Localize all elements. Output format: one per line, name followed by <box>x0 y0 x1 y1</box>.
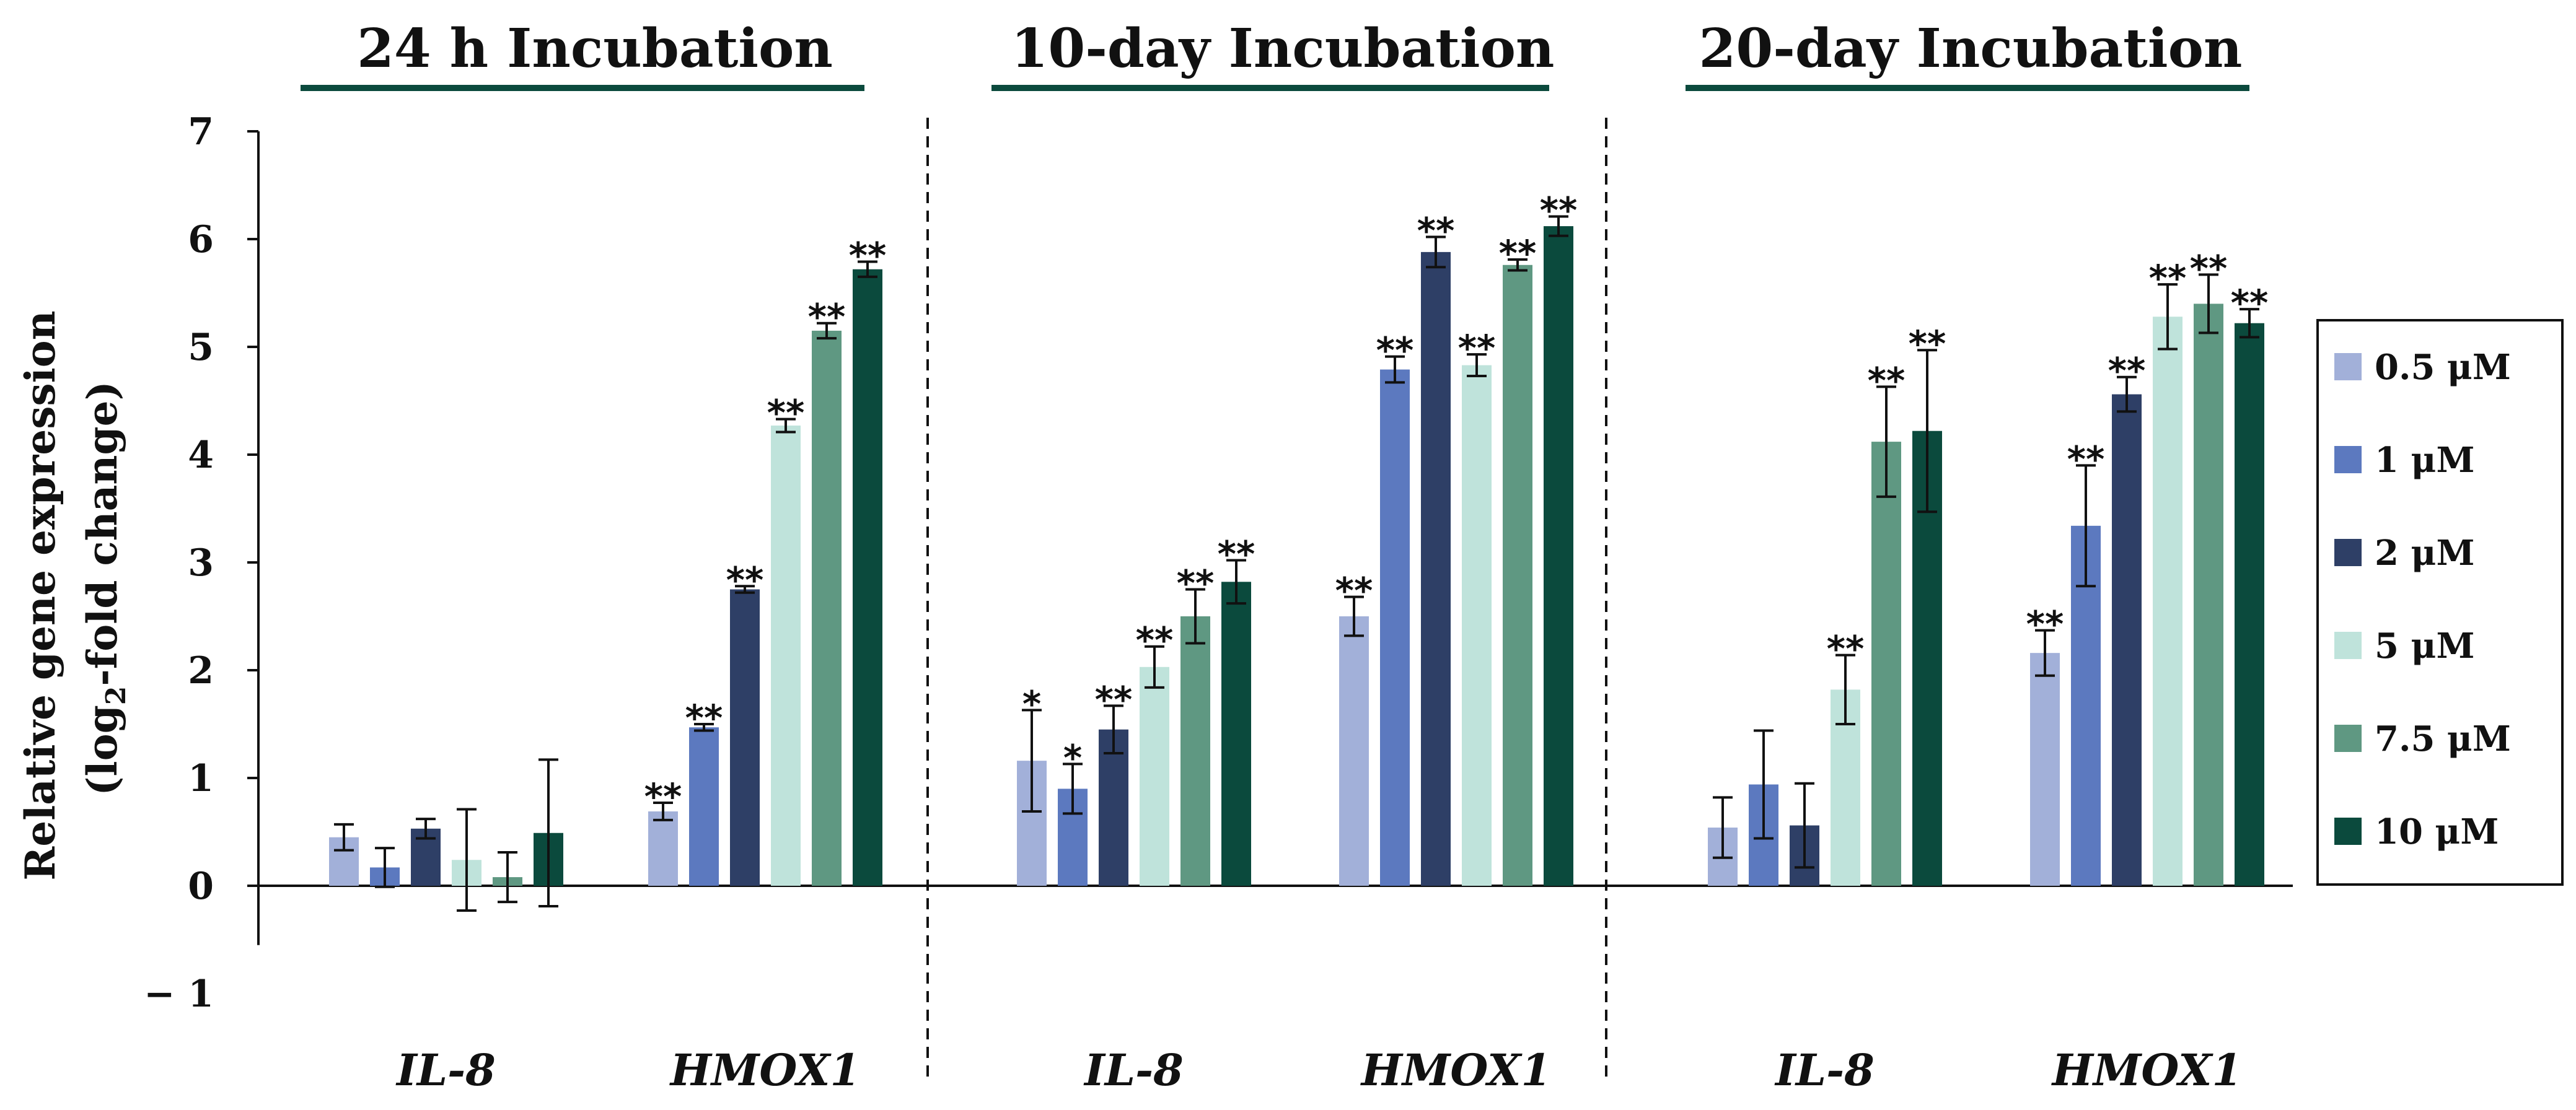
significance-marker: ** <box>1095 678 1133 720</box>
significance-marker: ** <box>2108 350 2146 392</box>
bars: ****************************************… <box>329 189 2269 912</box>
significance-marker: ** <box>1136 619 1174 662</box>
x-category-label: IL-8 <box>395 1044 496 1096</box>
bar <box>648 811 678 886</box>
significance-marker: ** <box>2026 603 2064 645</box>
bar <box>1221 582 1251 886</box>
bar <box>1140 666 1169 886</box>
x-category-label: IL-8 <box>1774 1044 1875 1096</box>
y-axis-title-subscript: 2 <box>100 686 132 706</box>
significance-marker: ** <box>2067 438 2105 480</box>
significance-marker: ** <box>2149 257 2187 299</box>
panel-title: 10-day Incubation <box>1011 17 1555 80</box>
bar <box>1180 616 1210 886</box>
legend-label: 2 μM <box>2375 533 2474 574</box>
significance-marker: ** <box>726 559 764 601</box>
bar <box>1503 264 1532 886</box>
legend: 0.5 μM 1 μM 2 μM 5 μM 7.5 μM 10 μM <box>2316 319 2564 886</box>
significance-marker: ** <box>1376 330 1414 372</box>
y-tick-label: 5 <box>188 326 214 369</box>
bar <box>1380 369 1410 886</box>
y-tick-label: 7 <box>188 110 214 154</box>
bar <box>812 330 842 886</box>
bar <box>2235 323 2264 886</box>
bar <box>1544 226 1573 886</box>
y-tick-label: 4 <box>188 434 214 477</box>
legend-swatch <box>2334 725 2362 752</box>
bar <box>1421 251 1451 886</box>
y-tick-label: 1 <box>188 757 214 800</box>
y-axis-title: Relative gene expression (log2-fold chan… <box>16 296 132 880</box>
bar <box>853 269 882 886</box>
bar <box>1871 442 1901 886</box>
legend-swatch <box>2334 353 2362 380</box>
significance-marker: ** <box>1540 189 1578 231</box>
significance-marker: ** <box>685 697 723 739</box>
significance-marker: ** <box>1499 232 1537 274</box>
y-tick-label: 6 <box>188 218 214 261</box>
y-axis-title-line-2: (log2-fold change) <box>78 381 132 795</box>
x-category-label: IL-8 <box>1083 1044 1184 1096</box>
legend-swatch <box>2334 539 2362 566</box>
significance-marker: ** <box>1417 210 1455 252</box>
significance-marker: ** <box>2231 282 2269 324</box>
legend-swatch <box>2334 818 2362 845</box>
y-tick-label: − 1 <box>144 972 214 1016</box>
significance-marker: ** <box>1177 562 1215 605</box>
legend-label: 1 μM <box>2375 440 2474 481</box>
bar <box>771 426 801 886</box>
significance-marker: ** <box>767 392 805 434</box>
significance-marker: ** <box>2190 247 2228 289</box>
x-category-label: HMOX1 <box>1360 1044 1551 1096</box>
y-tick-label: 3 <box>188 541 214 585</box>
bar <box>1339 616 1369 886</box>
significance-marker: ** <box>1909 323 1946 365</box>
panel-title: 20-day Incubation <box>1699 17 2243 80</box>
bar <box>2194 304 2223 886</box>
legend-label: 0.5 μM <box>2375 347 2511 388</box>
y-axis-title-line-1: Relative gene expression <box>16 310 64 880</box>
bar <box>730 589 760 886</box>
legend-box <box>2316 319 2564 886</box>
y-axis: Relative gene expression (log2-fold chan… <box>16 110 2293 1084</box>
significance-marker: ** <box>1218 533 1255 575</box>
x-category-label: HMOX1 <box>2051 1044 2242 1096</box>
legend-label: 7.5 μM <box>2375 719 2511 759</box>
panel-titles: 24 h Incubation 10-day Incubation 20-day I… <box>301 17 2249 91</box>
group-labels: IL-8 HMOX1 IL-8 HMOX1 IL-8 HMOX1 <box>395 1044 2242 1096</box>
significance-marker: * <box>1063 736 1082 779</box>
y-tick-label: 2 <box>188 649 214 693</box>
legend-label: 10 μM <box>2375 811 2499 852</box>
panel-title: 24 h Incubation <box>357 17 833 80</box>
x-category-label: HMOX1 <box>669 1044 860 1096</box>
significance-marker: ** <box>1458 327 1496 369</box>
bar <box>689 727 719 886</box>
bar <box>1462 365 1492 886</box>
significance-marker: ** <box>1868 359 1906 401</box>
y-tick-label: 0 <box>188 865 214 908</box>
significance-marker: ** <box>849 235 887 277</box>
significance-marker: ** <box>1335 570 1373 612</box>
legend-label: 5 μM <box>2375 626 2474 666</box>
legend-swatch <box>2334 446 2362 473</box>
significance-marker: ** <box>808 296 846 338</box>
legend-swatch <box>2334 632 2362 659</box>
significance-marker: * <box>1022 683 1041 725</box>
significance-marker: ** <box>1827 628 1865 670</box>
bar <box>2153 317 2183 886</box>
bar <box>2112 394 2142 886</box>
significance-marker: ** <box>644 776 682 818</box>
bar <box>2030 653 2060 886</box>
bar <box>1099 729 1128 886</box>
